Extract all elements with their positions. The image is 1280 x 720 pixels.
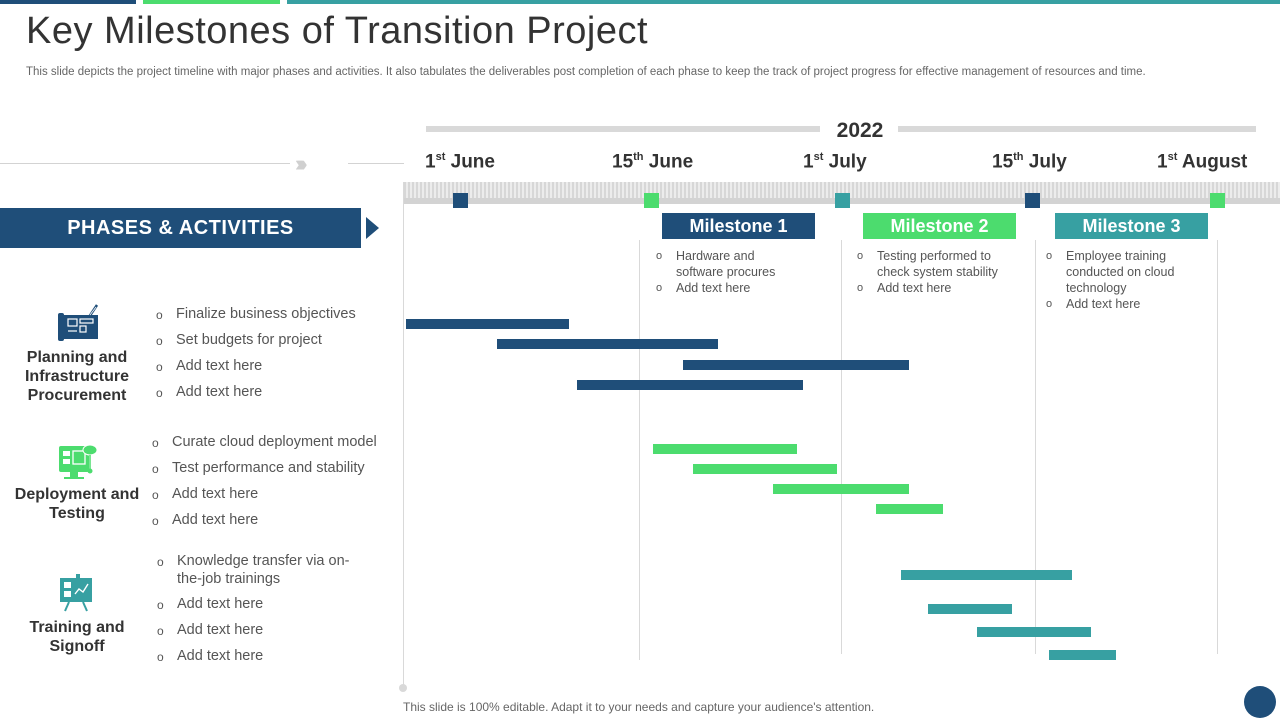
milestone-guide-line: [841, 240, 842, 654]
list-item: Add text here: [157, 621, 362, 640]
triangle-arrow-icon: [366, 217, 379, 239]
date-label: 15th June: [612, 151, 694, 173]
list-item: Finalize business objectives: [156, 305, 396, 324]
timeline-marker: [1025, 193, 1040, 208]
phase-name-training: Training and Signoff: [29, 619, 125, 655]
year-line-right: [898, 126, 1256, 132]
corner-decoration-circle: [1244, 686, 1276, 718]
gantt-bar: [1048, 650, 1116, 660]
list-item: Add text here: [656, 280, 786, 296]
chevrons-icon: ›››››: [295, 151, 307, 176]
milestone-2-badge: Milestone 2: [863, 213, 1016, 239]
gantt-bar: [876, 504, 943, 514]
gantt-bar: [976, 627, 1092, 637]
milestone-1-badge: Milestone 1: [662, 213, 815, 239]
presentation-board-icon: [56, 574, 100, 614]
top-accent-bar-green: [143, 0, 280, 4]
list-item: Knowledge transfer via on-the-job traini…: [157, 552, 362, 588]
gantt-bar: [496, 339, 719, 349]
phase-name-deployment: Deployment and Testing: [14, 486, 140, 522]
year-line-left: [426, 126, 820, 132]
gantt-bar: [406, 319, 569, 329]
list-item: Test performance and stability: [152, 459, 392, 478]
list-item: Add text here: [152, 485, 392, 504]
list-item: Employee training conducted on cloud tec…: [1046, 248, 1176, 296]
gantt-bar: [683, 360, 909, 370]
top-accent-bar-teal: [287, 0, 1280, 4]
milestone-3-description: Employee training conducted on cloud tec…: [1046, 248, 1176, 312]
left-panel-border: [403, 182, 404, 688]
timeline-marker: [1210, 193, 1225, 208]
timeline-marker: [835, 193, 850, 208]
milestone-guide-line: [1217, 240, 1218, 654]
list-item: Curate cloud deployment model: [152, 433, 392, 452]
list-item: Add text here: [1046, 296, 1176, 312]
phase-name-planning: Planning and Infrastructure Procurement: [24, 349, 130, 404]
page-title: Key Milestones of Transition Project: [26, 10, 649, 52]
gantt-bar: [692, 464, 837, 474]
list-item: Add text here: [156, 383, 396, 402]
gantt-bar: [772, 484, 909, 494]
milestone-1-description: Hardware and software procures Add text …: [656, 248, 786, 296]
blueprint-icon: [56, 304, 100, 344]
top-accent-bar-navy: [0, 0, 136, 4]
left-panel-end-dot: [399, 684, 407, 692]
gantt-bar: [576, 380, 803, 390]
list-item: Add text here: [157, 595, 362, 614]
date-label: 1st June: [425, 151, 495, 173]
milestone-guide-line: [1035, 240, 1036, 654]
list-item: Testing performed to check system stabil…: [857, 248, 1012, 280]
list-item: Add text here: [152, 511, 392, 530]
list-item: Set budgets for project: [156, 331, 396, 350]
date-label: 1st August: [1157, 151, 1248, 173]
list-item: Add text here: [156, 357, 396, 376]
gantt-bar: [927, 604, 1013, 614]
milestone-2-description: Testing performed to check system stabil…: [857, 248, 1012, 296]
date-label: 15th July: [992, 151, 1067, 173]
left-divider-line: [0, 163, 290, 164]
cloud-monitor-icon: [56, 441, 100, 481]
milestone-3-badge: Milestone 3: [1055, 213, 1208, 239]
date-label: 1st July: [803, 151, 867, 173]
page-subtitle: This slide depicts the project timeline …: [26, 66, 1146, 78]
footer-note: This slide is 100% editable. Adapt it to…: [403, 700, 875, 714]
timeline-marker: [453, 193, 468, 208]
phase-3-activities: Knowledge transfer via on-the-job traini…: [157, 552, 362, 666]
milestone-guide-line: [639, 240, 640, 660]
gantt-bar: [653, 444, 798, 454]
gantt-bar: [900, 570, 1072, 580]
year-label: 2022: [836, 119, 884, 142]
left-divider-line: [348, 163, 404, 164]
phase-2-activities: Curate cloud deployment model Test perfo…: [152, 433, 392, 530]
list-item: Hardware and software procures: [656, 248, 786, 280]
phases-activities-header: PHASES & ACTIVITIES: [0, 208, 361, 248]
list-item: Add text here: [157, 647, 362, 666]
list-item: Add text here: [857, 280, 1012, 296]
timeline-marker: [644, 193, 659, 208]
phase-1-activities: Finalize business objectives Set budgets…: [156, 305, 396, 402]
